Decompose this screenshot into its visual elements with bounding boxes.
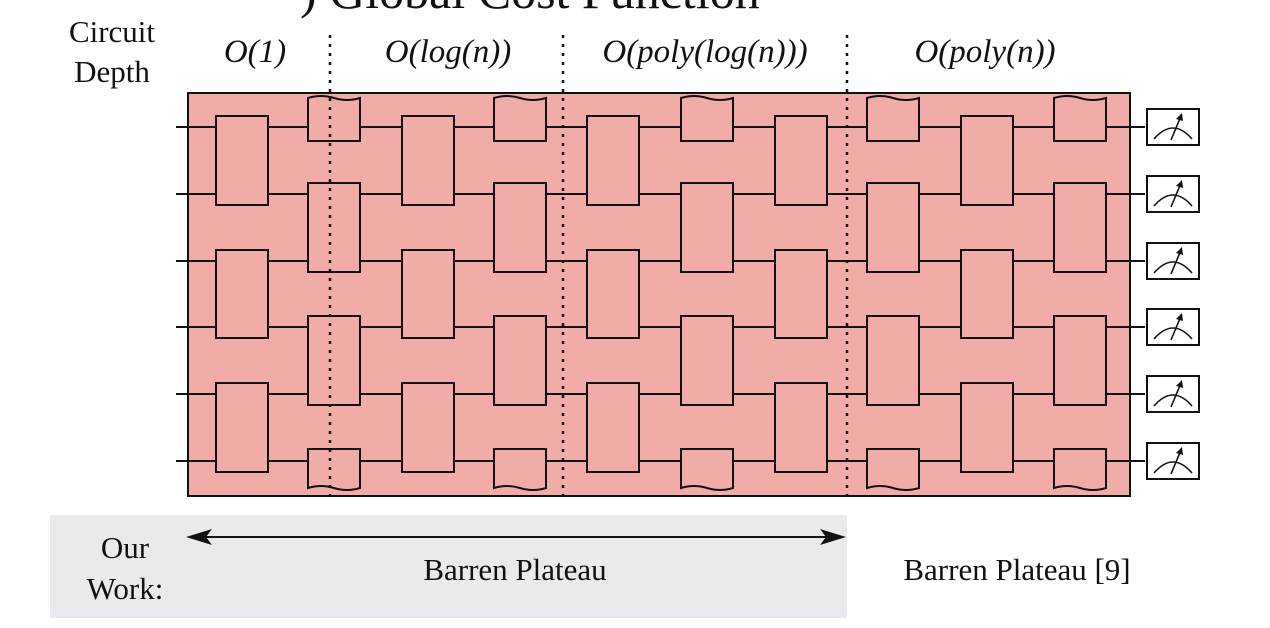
two-qubit-gate xyxy=(866,315,920,406)
two-qubit-gate xyxy=(401,249,455,339)
our-work-line2: Work: xyxy=(87,571,164,606)
arrow-head-left xyxy=(186,529,212,545)
wrap-gate-bottom-half xyxy=(307,448,361,491)
two-qubit-gate xyxy=(215,382,269,473)
figure-title: ) Global Cost Function xyxy=(300,0,760,19)
measurement-meter xyxy=(1146,308,1200,346)
two-qubit-gate xyxy=(215,249,269,339)
measurement-meter xyxy=(1146,442,1200,480)
two-qubit-gate xyxy=(866,182,920,273)
depth-label-line2: Depth xyxy=(74,54,150,89)
two-qubit-gate xyxy=(774,382,828,473)
regime-label-log: O(log(n)) xyxy=(385,34,511,70)
two-qubit-gate xyxy=(774,249,828,339)
two-qubit-gate xyxy=(493,182,547,273)
arrow-head-right xyxy=(820,529,846,545)
two-qubit-gate xyxy=(960,115,1014,206)
two-qubit-gate xyxy=(307,182,361,273)
wrap-gate-top-half xyxy=(866,95,920,142)
two-qubit-gate xyxy=(960,249,1014,339)
regime-label-poly: O(poly(n)) xyxy=(914,34,1055,70)
regime-label-const: O(1) xyxy=(224,34,286,70)
measurement-meter xyxy=(1146,242,1200,280)
gate-layers xyxy=(215,95,1107,491)
two-qubit-gate xyxy=(680,315,734,406)
two-qubit-gate xyxy=(1053,315,1107,406)
two-qubit-gate xyxy=(960,382,1014,473)
two-qubit-gate xyxy=(401,115,455,206)
wrap-gate-bottom-half xyxy=(1053,448,1107,491)
wrap-gate-top-half xyxy=(493,95,547,142)
our-work-panel xyxy=(50,515,847,618)
regime-label-polylog: O(poly(log(n))) xyxy=(602,34,807,70)
two-qubit-gate xyxy=(401,382,455,473)
wrap-gate-bottom-half xyxy=(680,448,734,491)
wrap-gate-bottom-half xyxy=(866,448,920,491)
two-qubit-gate xyxy=(586,382,640,473)
wrap-gate-top-half xyxy=(1053,95,1107,142)
two-qubit-gate xyxy=(586,115,640,206)
two-qubit-gate xyxy=(215,115,269,206)
two-qubit-gate xyxy=(1053,182,1107,273)
wrap-gate-top-half xyxy=(680,95,734,142)
measurement-meter xyxy=(1146,175,1200,213)
two-qubit-gate xyxy=(774,115,828,206)
wrap-gate-top-half xyxy=(307,95,361,142)
two-qubit-gate xyxy=(586,249,640,339)
measurement-meter xyxy=(1146,375,1200,413)
measurement-meters xyxy=(1146,108,1200,480)
two-qubit-gate xyxy=(493,315,547,406)
plateau-ours-label: Barren Plateau xyxy=(423,552,606,587)
two-qubit-gate xyxy=(680,182,734,273)
plateau-prior-label: Barren Plateau [9] xyxy=(903,552,1130,587)
our-work-line1: Our xyxy=(101,530,150,565)
measurement-meter xyxy=(1146,108,1200,146)
depth-label-line1: Circuit xyxy=(69,14,155,49)
wrap-gate-bottom-half xyxy=(493,448,547,491)
two-qubit-gate xyxy=(307,315,361,406)
